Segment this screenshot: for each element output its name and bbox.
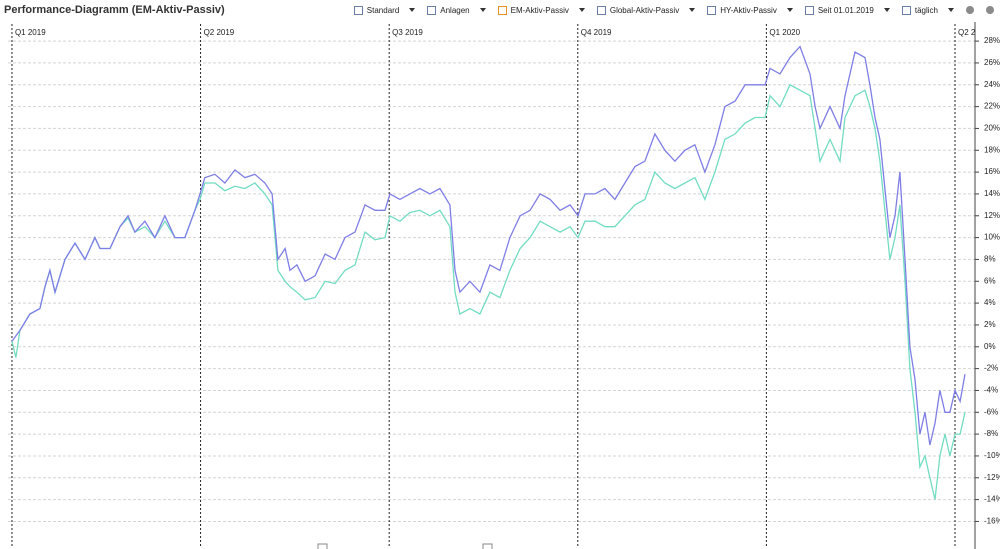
dropdown-caret[interactable] [883, 8, 890, 12]
x-tick-label: Q2 2020 [958, 28, 989, 37]
y-tick-label: 8% [984, 255, 996, 264]
checkbox[interactable] [427, 5, 437, 15]
checkbox[interactable] [901, 5, 911, 15]
toolbar-label: Seit 01.01.2019 [817, 5, 874, 15]
y-tick-label: 12% [984, 211, 1000, 220]
y-tick-label: -14% [984, 495, 1000, 504]
toolbar-label: EM-Aktiv-Passiv [510, 5, 569, 15]
y-tick-label: -2% [984, 364, 998, 373]
y-tick-label: -12% [984, 473, 1000, 482]
checkbox[interactable] [804, 5, 814, 15]
toolbar-item[interactable]: Standard [353, 5, 416, 15]
y-tick-label: -6% [984, 407, 998, 416]
dropdown-caret[interactable] [786, 8, 793, 12]
y-tick-label: 16% [984, 167, 1000, 176]
legend-icon [482, 543, 493, 549]
y-tick-label: 24% [984, 80, 1000, 89]
x-tick-label: Q1 2019 [15, 28, 46, 37]
series-line [11, 83, 966, 500]
toolbar-label: Standard [366, 5, 400, 15]
y-tick-label: 6% [984, 276, 996, 285]
toolbar-item[interactable]: Seit 01.01.2019 [804, 5, 890, 15]
checkbox[interactable] [707, 5, 717, 15]
checkbox[interactable] [497, 5, 507, 15]
y-tick-label: -8% [984, 429, 998, 438]
header: Performance-Diagramm (EM-Aktiv-Passiv) S… [0, 0, 1000, 20]
user-icon[interactable] [966, 6, 974, 14]
toolbar-item[interactable]: Anlagen [427, 5, 486, 15]
dropdown-caret[interactable] [409, 8, 416, 12]
legend-icon [317, 543, 328, 549]
toolbar-item[interactable]: Global-Aktiv-Passiv [596, 5, 696, 15]
dropdown-caret[interactable] [578, 8, 585, 12]
settings-icon[interactable] [986, 6, 994, 14]
dropdown-caret[interactable] [479, 8, 486, 12]
y-tick-label: -10% [984, 451, 1000, 460]
y-tick-label: 14% [984, 189, 1000, 198]
checkbox[interactable] [596, 5, 606, 15]
toolbar-item[interactable]: EM-Aktiv-Passiv [497, 5, 585, 15]
dropdown-caret[interactable] [948, 8, 954, 12]
y-tick-label: 0% [984, 342, 996, 351]
y-tick-label: 2% [984, 320, 996, 329]
series-line [11, 45, 966, 446]
dropdown-caret[interactable] [689, 8, 696, 12]
y-tick-label: 4% [984, 298, 996, 307]
x-tick-label: Q3 2019 [392, 28, 423, 37]
toolbar-item[interactable]: HY-Aktiv-Passiv [707, 5, 793, 15]
x-tick-label: Q1 2020 [769, 28, 800, 37]
y-tick-label: 20% [984, 124, 1000, 133]
y-tick-label: 26% [984, 58, 1000, 67]
checkbox[interactable] [353, 5, 363, 15]
y-tick-label: 28% [984, 36, 1000, 45]
toolbar: Standard Anlagen EM-Aktiv-Passiv Global-Akt… [353, 5, 1000, 15]
x-tick-label: Q2 2019 [204, 28, 235, 37]
toolbar-label: täglich [914, 5, 938, 15]
y-tick-label: 10% [984, 233, 1000, 242]
y-tick-label: -4% [984, 386, 998, 395]
toolbar-label: Anlagen [440, 5, 470, 15]
toolbar-label: HY-Aktiv-Passiv [720, 5, 777, 15]
title: Performance-Diagramm (EM-Aktiv-Passiv) [4, 4, 225, 16]
y-tick-label: 22% [984, 102, 1000, 111]
y-tick-label: -16% [984, 517, 1000, 526]
y-tick-label: 18% [984, 145, 1000, 154]
toolbar-label: Global-Aktiv-Passiv [609, 5, 680, 15]
x-tick-label: Q4 2019 [581, 28, 612, 37]
toolbar-item[interactable]: täglich [901, 5, 954, 15]
